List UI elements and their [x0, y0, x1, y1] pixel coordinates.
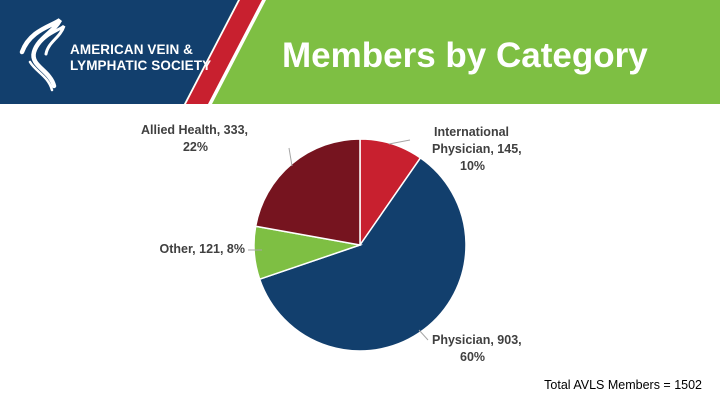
- total-members-note: Total AVLS Members = 1502: [544, 378, 702, 392]
- pie-slice-allied-health: [254, 138, 361, 246]
- data-label-international-physician: International Physician, 145, 10%: [432, 125, 522, 173]
- logo-line-1: AMERICAN VEIN &: [70, 42, 194, 57]
- leader-line-international-physician: [388, 139, 411, 145]
- pie-chart: International Physician, 145, 10% Physician…: [141, 123, 522, 364]
- society-logo-icon: [19, 18, 66, 92]
- logo-line-2: LYMPHATIC SOCIETY: [70, 58, 212, 73]
- pie-slice-physician: [258, 156, 467, 352]
- data-label-physician: Physician, 903, 60%: [432, 333, 522, 364]
- header-navy-band: [0, 0, 238, 104]
- slide-header: AMERICAN VEIN & LYMPHATIC SOCIETY Member…: [0, 0, 720, 104]
- society-logo-text: AMERICAN VEIN & LYMPHATIC SOCIETY: [70, 42, 211, 74]
- data-label-other: Other, 121, 8%: [160, 242, 245, 256]
- header-red-stripe: [186, 0, 262, 104]
- page-title: Members by Category: [282, 36, 648, 75]
- leader-line-allied-health: [288, 147, 293, 167]
- header-background: [0, 0, 720, 104]
- leader-line-physician: [418, 329, 429, 341]
- data-label-allied-health: Allied Health, 333, 22%: [141, 123, 248, 154]
